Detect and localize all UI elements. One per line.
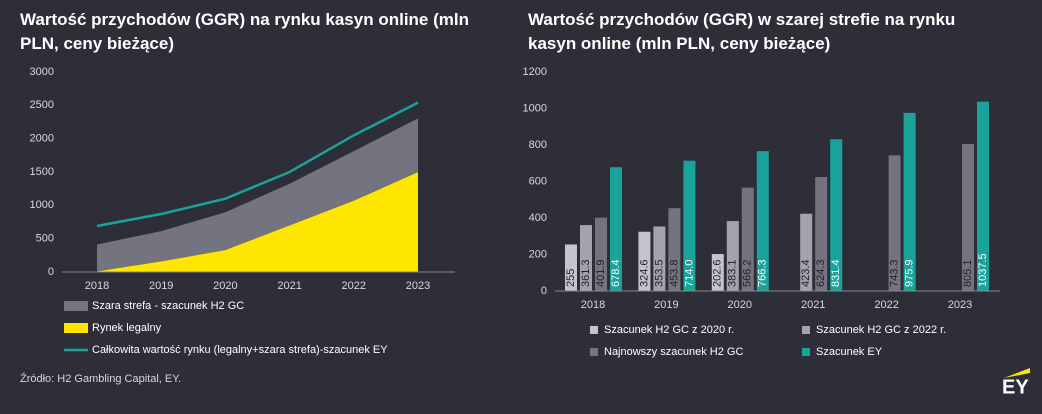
data-label: 453.8 [668, 259, 680, 287]
data-label: 202.6 [712, 259, 724, 287]
y-tick-label: 500 [36, 233, 54, 245]
data-label: 383.1 [727, 259, 739, 287]
bar [756, 151, 769, 291]
x-tick-label: 2019 [149, 280, 173, 292]
legend-label: Szara strefa - szacunek H2 GC [92, 300, 244, 312]
y-tick-label: 0 [48, 266, 54, 278]
legend-swatch [590, 348, 598, 356]
legend-label: Szacunek EY [816, 346, 883, 358]
y-tick-label: 1200 [523, 66, 547, 78]
legend-label: Całkowita wartość rynku (legalny+szara s… [92, 344, 388, 356]
data-label: 423.4 [800, 259, 812, 287]
y-tick-label: 0 [541, 285, 547, 297]
legend-swatch [802, 348, 810, 356]
x-tick-label: 2018 [581, 299, 605, 311]
y-tick-label: 1000 [30, 199, 54, 211]
legend-swatch [64, 301, 88, 311]
bar [888, 155, 901, 291]
data-label: 975.9 [904, 259, 916, 287]
line [96, 101, 419, 228]
y-tick-label: 2500 [30, 99, 54, 111]
chart-title: Wartość przychodów (GGR) na rynku kasyn … [20, 10, 469, 53]
bar [638, 231, 651, 291]
y-tick-label: 2000 [30, 133, 54, 145]
source: Źródło: H2 Gambling Capital, EY. [20, 372, 181, 385]
data-label: 624.3 [815, 259, 827, 287]
data-label: 714.0 [683, 259, 695, 287]
bar [595, 217, 607, 291]
x-tick-label: 2020 [213, 280, 237, 292]
area [97, 118, 418, 272]
bar [726, 221, 739, 291]
logo: EY [1002, 376, 1029, 398]
legend-swatch [802, 326, 810, 334]
y-tick-label: 600 [529, 175, 547, 187]
x-tick-label: 2021 [801, 299, 825, 311]
data-label: 353.5 [653, 259, 665, 287]
bar [800, 213, 813, 291]
y-tick-label: 3000 [30, 66, 54, 78]
bar [962, 144, 974, 291]
data-label: 255 [565, 269, 577, 287]
bar [977, 101, 989, 291]
y-tick-label: 800 [529, 139, 547, 151]
data-label: 1037.5 [977, 253, 989, 287]
x-tick-label: 2018 [85, 280, 109, 292]
data-label: 743.3 [889, 259, 901, 287]
legend-label: Szacunek H2 GC z 2022 r. [816, 324, 946, 336]
legend-label: Szacunek H2 GC z 2020 r. [604, 324, 734, 336]
data-label: 566.2 [742, 259, 754, 287]
bar [653, 226, 666, 291]
y-tick-label: 400 [529, 212, 547, 224]
data-label: 805.1 [962, 259, 974, 287]
x-tick-label: 2023 [948, 299, 972, 311]
bar [903, 112, 916, 291]
bar [668, 208, 681, 291]
area [97, 172, 418, 272]
x-tick-label: 2019 [654, 299, 678, 311]
bar [610, 167, 622, 291]
legend-swatch [590, 326, 598, 334]
data-label: 324.6 [638, 259, 650, 287]
legend-swatch [64, 323, 88, 333]
data-label: 678.4 [610, 259, 622, 287]
legend-label: Najnowszy szacunek H2 GC [604, 346, 743, 358]
logo-mark [1004, 368, 1030, 378]
y-tick-label: 1000 [523, 102, 547, 114]
y-tick-label: 1500 [30, 166, 54, 178]
data-label: 361.3 [580, 259, 592, 287]
bar [711, 254, 724, 291]
data-label: 401.9 [595, 259, 607, 287]
bar [741, 187, 754, 291]
y-tick-label: 200 [529, 248, 547, 260]
bar [830, 139, 843, 291]
x-tick-label: 2021 [277, 280, 301, 292]
legend-label: Rynek legalny [92, 322, 162, 334]
x-tick-label: 2020 [728, 299, 752, 311]
x-tick-label: 2022 [874, 299, 898, 311]
data-label: 831.4 [830, 259, 842, 287]
bar [683, 160, 696, 291]
x-tick-label: 2022 [342, 280, 366, 292]
bar [580, 225, 592, 291]
chart-title: Wartość przychodów (GGR) w szarej strefi… [528, 10, 956, 53]
x-tick-label: 2023 [406, 280, 430, 292]
bar [815, 177, 828, 291]
data-label: 766.3 [757, 259, 769, 287]
bar [565, 244, 577, 291]
